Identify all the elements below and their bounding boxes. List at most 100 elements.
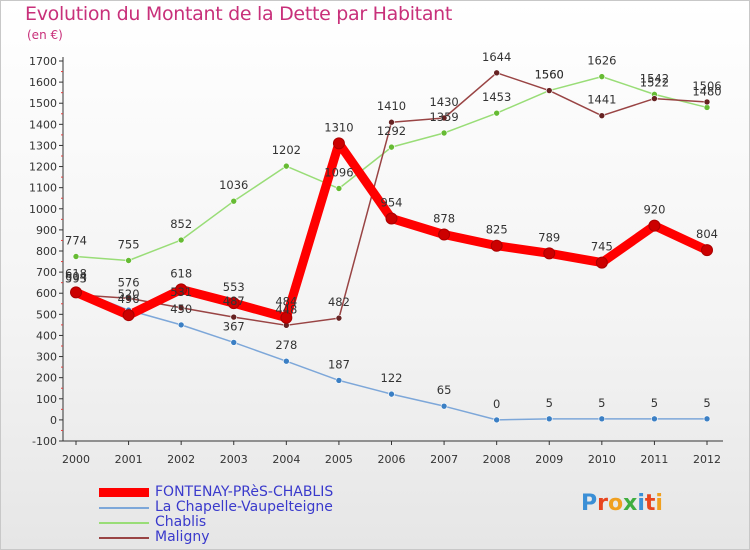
data-label: 187	[328, 357, 350, 371]
data-label: 1410	[377, 99, 406, 113]
data-point	[177, 304, 185, 312]
legend-swatch	[99, 521, 149, 524]
data-point	[440, 402, 448, 410]
legend-swatch	[99, 536, 149, 539]
data-label: 804	[696, 227, 718, 241]
data-point	[703, 415, 711, 423]
data-label: 825	[486, 223, 508, 237]
data-point	[651, 95, 658, 102]
legend-label: Maligny	[155, 529, 210, 545]
data-label: 576	[118, 275, 140, 289]
y-tick-label: 1500	[29, 97, 57, 110]
data-label: 5	[598, 396, 605, 410]
data-point	[598, 415, 606, 423]
y-tick-label: 500	[36, 308, 57, 321]
data-point	[230, 313, 238, 321]
data-label: 367	[223, 319, 245, 333]
data-label: 1036	[219, 178, 248, 192]
y-tick-label: 1300	[29, 139, 57, 152]
chart-title: Evolution du Montant de la Dette par Hab…	[25, 3, 453, 25]
data-label: 1626	[587, 54, 616, 68]
chart-subtitle: (en €)	[27, 28, 63, 42]
x-tick-label: 2009	[535, 453, 563, 466]
data-label: 487	[223, 294, 245, 308]
x-tick-label: 2008	[483, 453, 511, 466]
data-point	[545, 87, 553, 94]
data-point	[125, 257, 132, 264]
data-label: 954	[381, 195, 403, 209]
axes: -100 0 100 200 300 400 500 600 700 800 900 1000 1100…	[29, 55, 723, 466]
data-label: 278	[275, 338, 297, 352]
legend-item: Maligny	[99, 530, 333, 545]
data-label: 1292	[377, 124, 406, 138]
data-point	[283, 357, 290, 365]
y-tick-label: 600	[36, 287, 57, 300]
data-label: 450	[170, 302, 192, 316]
y-tick-label: 200	[36, 372, 57, 385]
y-tick-label: 1100	[29, 182, 57, 195]
data-point	[230, 339, 238, 346]
data-label: 852	[170, 217, 192, 231]
data-point	[283, 162, 290, 170]
data-point	[651, 415, 658, 423]
y-tick-label: 1000	[29, 203, 57, 216]
y-tick-label: 400	[36, 329, 57, 342]
legend-item: Chablis	[99, 515, 333, 530]
data-point	[438, 228, 451, 241]
logo-letter: r	[597, 491, 608, 516]
data-label: 1480	[692, 84, 721, 98]
data-label: 531	[170, 285, 192, 299]
data-point	[703, 104, 711, 111]
data-point	[122, 309, 135, 322]
data-label: 1359	[429, 110, 458, 124]
logo-letter: i	[655, 491, 663, 516]
data-point	[177, 236, 185, 244]
data-label: 755	[118, 238, 140, 252]
data-point	[332, 137, 345, 150]
data-point	[440, 114, 448, 122]
data-point	[701, 244, 713, 257]
data-point	[385, 212, 398, 225]
proxiti-logo: Proxiti	[581, 491, 663, 516]
data-label: 0	[493, 397, 500, 411]
y-tick-label: 300	[36, 351, 57, 364]
data-label: 878	[433, 212, 455, 226]
data-point	[703, 98, 711, 106]
data-label: 448	[275, 302, 297, 316]
data-point	[595, 256, 608, 269]
data-point	[280, 311, 293, 324]
legend-item: La Chapelle-Vaupelteigne	[99, 500, 333, 515]
data-label: 1542	[640, 71, 669, 85]
y-tick-label: -100	[32, 435, 57, 448]
data-label: 496	[118, 292, 140, 306]
data-label: 1644	[482, 50, 511, 64]
logo-letter: x	[623, 491, 638, 516]
data-label: 1430	[429, 95, 458, 109]
data-point	[440, 129, 448, 137]
data-label: 789	[538, 230, 560, 244]
x-tick-label: 2010	[588, 453, 616, 466]
y-tick-label: 1200	[29, 161, 57, 174]
data-label: 1441	[587, 93, 616, 107]
y-tick-label: 1600	[29, 76, 57, 89]
data-point	[125, 294, 132, 302]
data-point	[388, 143, 395, 151]
x-tick-label: 2011	[640, 453, 668, 466]
x-tick-label: 2004	[272, 453, 300, 466]
data-label: 618	[65, 266, 87, 280]
logo-letter: o	[607, 491, 624, 516]
y-tick-label: 700	[36, 266, 57, 279]
data-label: 1202	[272, 143, 301, 157]
data-point	[388, 118, 395, 126]
data-label: 520	[118, 287, 140, 301]
data-point	[545, 415, 553, 423]
data-label: 1096	[324, 166, 353, 180]
logo-letter: P	[581, 491, 598, 516]
data-label: 774	[65, 233, 87, 247]
data-label: 618	[170, 266, 192, 280]
x-tick-label: 2002	[167, 453, 195, 466]
legend: FONTENAY-PRèS-CHABLIS La Chapelle-Vaupelt…	[99, 485, 333, 545]
y-tick-label: 0	[50, 414, 57, 427]
data-label: 5	[546, 396, 553, 410]
data-point	[335, 377, 343, 384]
